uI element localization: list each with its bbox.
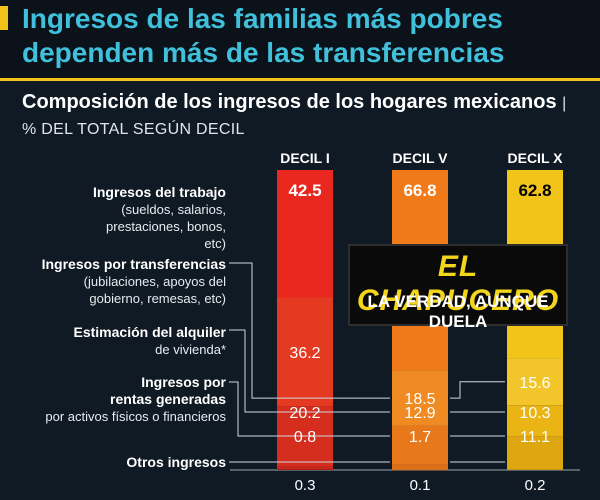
bar-segment bbox=[392, 425, 448, 465]
connector-line bbox=[229, 329, 390, 413]
value-label: 1.7 bbox=[409, 429, 431, 446]
page-title: Ingresos de las familias más pobres depe… bbox=[22, 3, 505, 68]
value-label: 0.3 bbox=[295, 477, 316, 494]
chart-subtitle: Composición de los ingresos de los hogar… bbox=[22, 90, 582, 142]
subtitle-text: Composición de los ingresos de los hogar… bbox=[22, 91, 557, 113]
bar-segment bbox=[277, 466, 333, 470]
row-label-alquiler: Estimación del alquiler de vivienda* bbox=[74, 324, 227, 358]
connector-line bbox=[229, 262, 390, 399]
bar-segment bbox=[277, 170, 333, 298]
column-header-decil-10: DECIL X bbox=[507, 150, 563, 166]
value-label: 20.2 bbox=[289, 405, 320, 422]
row-label-trabajo: Ingresos del trabajo (sueldos, salarios,… bbox=[93, 184, 226, 252]
row-label-sub: (sueldos, salarios, prestaciones, bonos,… bbox=[106, 202, 226, 251]
value-label: 66.8 bbox=[403, 181, 436, 200]
row-label-main: Ingresos del trabajo bbox=[92, 184, 226, 200]
value-label: 0.2 bbox=[525, 477, 546, 494]
value-label: 62.8 bbox=[518, 181, 551, 200]
row-label-main: Estimación del alquiler bbox=[73, 324, 227, 340]
bar-segment bbox=[507, 436, 563, 470]
bar-segment bbox=[507, 358, 563, 406]
row-label-sub: de vivienda* bbox=[155, 342, 226, 357]
value-label: 36.2 bbox=[289, 345, 320, 362]
column-header-decil-1: DECIL I bbox=[280, 150, 330, 166]
bar-segment bbox=[392, 469, 448, 471]
row-label-rentas: Ingresos por rentas generadas por activo… bbox=[45, 374, 226, 425]
bar-segment bbox=[392, 370, 448, 426]
bar-segment bbox=[392, 464, 448, 470]
connector-line bbox=[229, 381, 390, 437]
row-label-sub: (jubilaciones, apoyos del gobierno, reme… bbox=[83, 274, 226, 306]
connector-line bbox=[450, 381, 505, 399]
row-label-main: Ingresos por transferencias bbox=[41, 256, 226, 272]
badge-motto: LA VERDAD, AUNQUE DUELA bbox=[367, 292, 549, 331]
bar-segment bbox=[277, 469, 333, 470]
value-label: 18.5 bbox=[404, 391, 435, 408]
row-label-transferencias: Ingresos por transferencias (jubilacione… bbox=[42, 256, 226, 307]
watermark-badge: EL CHAPUCERO LA VERDAD, AUNQUE DUELA bbox=[348, 244, 568, 331]
bar-segment bbox=[277, 297, 333, 407]
row-label-main: Otros ingresos bbox=[126, 454, 226, 470]
row-label-sub: por activos físicos o financieros bbox=[45, 409, 226, 424]
header-band: Ingresos de las familias más pobres depe… bbox=[0, 0, 600, 81]
value-label: 12.9 bbox=[404, 405, 435, 422]
bar-segment bbox=[507, 405, 563, 437]
badge-name: EL CHAPUCERO bbox=[356, 250, 560, 317]
value-label: 0.8 bbox=[294, 429, 316, 446]
bar-segment bbox=[507, 469, 563, 470]
value-label: 42.5 bbox=[288, 181, 321, 200]
value-label: 11.1 bbox=[520, 429, 550, 446]
accent-bar bbox=[0, 6, 8, 30]
column-header-decil-5: DECIL V bbox=[392, 150, 448, 166]
value-label: 0.1 bbox=[410, 477, 431, 494]
row-label-otros: Otros ingresos bbox=[126, 454, 226, 471]
value-label: 10.3 bbox=[519, 405, 550, 422]
row-label-main: Ingresos por rentas generadas bbox=[110, 374, 226, 407]
subtitle-unit: % DEL TOTAL SEGÚN DECIL bbox=[22, 121, 245, 138]
subtitle-separator: | bbox=[562, 95, 567, 112]
value-label: 15.6 bbox=[519, 375, 550, 392]
